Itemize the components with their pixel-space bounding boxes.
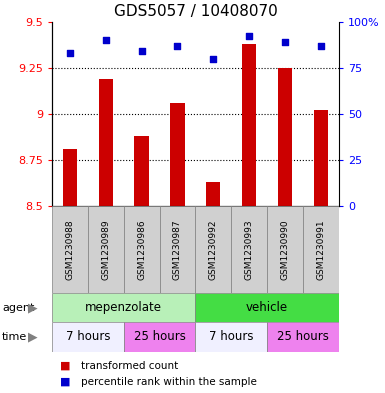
- FancyBboxPatch shape: [52, 322, 124, 352]
- Point: [318, 42, 324, 49]
- Bar: [242, 44, 256, 206]
- FancyBboxPatch shape: [267, 206, 303, 293]
- Text: GSM1230988: GSM1230988: [65, 219, 74, 280]
- FancyBboxPatch shape: [88, 206, 124, 293]
- Text: percentile rank within the sample: percentile rank within the sample: [81, 377, 257, 387]
- Text: GSM1230993: GSM1230993: [244, 219, 254, 280]
- Text: GSM1230986: GSM1230986: [137, 219, 146, 280]
- Bar: [63, 149, 77, 206]
- Title: GDS5057 / 10408070: GDS5057 / 10408070: [114, 4, 277, 19]
- Text: GSM1230990: GSM1230990: [281, 219, 290, 280]
- Point: [139, 48, 145, 54]
- Text: GSM1230992: GSM1230992: [209, 219, 218, 280]
- Text: 7 hours: 7 hours: [65, 331, 110, 343]
- Text: ▶: ▶: [28, 301, 37, 314]
- Point: [174, 42, 181, 49]
- FancyBboxPatch shape: [195, 293, 339, 322]
- FancyBboxPatch shape: [195, 322, 267, 352]
- FancyBboxPatch shape: [267, 322, 339, 352]
- Point: [210, 55, 216, 62]
- Bar: [134, 136, 149, 206]
- Text: mepenzolate: mepenzolate: [85, 301, 162, 314]
- Point: [282, 39, 288, 45]
- Text: time: time: [2, 332, 27, 342]
- FancyBboxPatch shape: [52, 206, 88, 293]
- Text: 25 hours: 25 hours: [134, 331, 186, 343]
- Point: [67, 50, 73, 56]
- Bar: [170, 103, 185, 206]
- Bar: [99, 79, 113, 206]
- FancyBboxPatch shape: [303, 206, 339, 293]
- Bar: [314, 110, 328, 206]
- Text: vehicle: vehicle: [246, 301, 288, 314]
- Text: agent: agent: [2, 303, 34, 312]
- Bar: [206, 182, 221, 206]
- Point: [103, 37, 109, 43]
- FancyBboxPatch shape: [124, 206, 159, 293]
- Point: [246, 33, 252, 40]
- Text: ■: ■: [60, 377, 70, 387]
- Text: GSM1230989: GSM1230989: [101, 219, 110, 280]
- Bar: [278, 68, 292, 206]
- Text: ■: ■: [60, 361, 70, 371]
- FancyBboxPatch shape: [52, 293, 195, 322]
- FancyBboxPatch shape: [124, 322, 195, 352]
- FancyBboxPatch shape: [159, 206, 195, 293]
- Text: 25 hours: 25 hours: [277, 331, 329, 343]
- Text: transformed count: transformed count: [81, 361, 178, 371]
- FancyBboxPatch shape: [195, 206, 231, 293]
- Text: GSM1230987: GSM1230987: [173, 219, 182, 280]
- FancyBboxPatch shape: [231, 206, 267, 293]
- Text: 7 hours: 7 hours: [209, 331, 253, 343]
- Text: GSM1230991: GSM1230991: [316, 219, 325, 280]
- Text: ▶: ▶: [28, 331, 37, 343]
